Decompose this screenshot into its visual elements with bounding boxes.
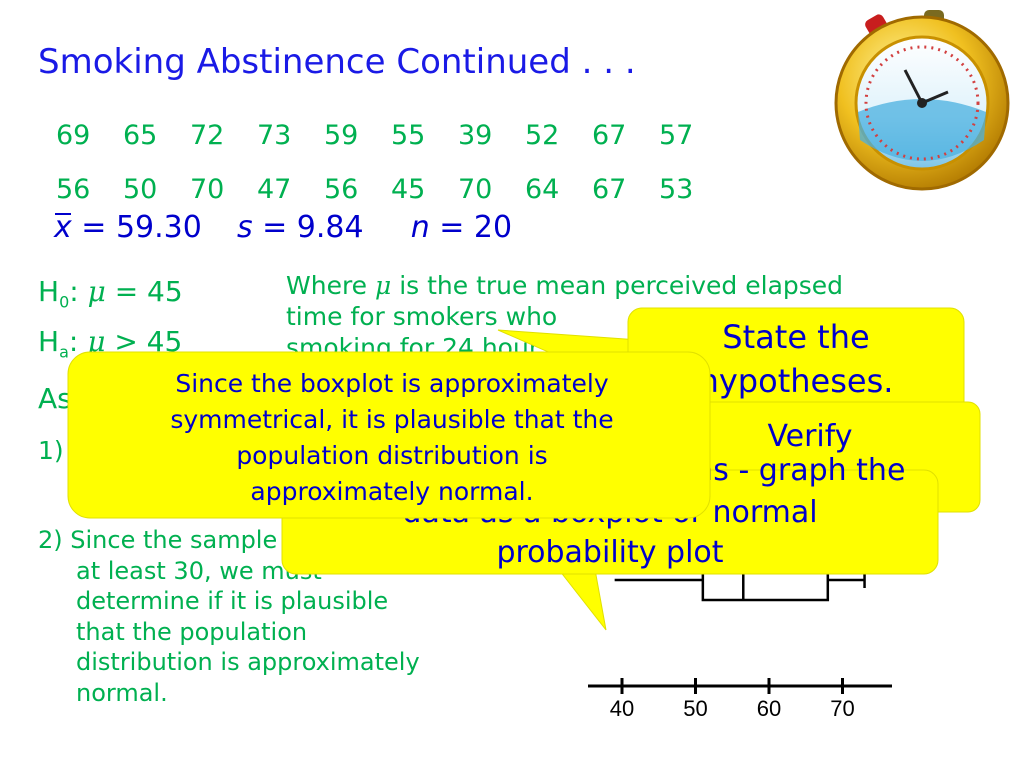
data-value: 59 [324, 120, 359, 151]
s-symbol: s [236, 210, 253, 245]
data-value: 65 [123, 120, 158, 151]
ha-letter: H [38, 325, 60, 358]
item2-line: determine if it is plausible [76, 587, 389, 615]
mu-symbol: μ [87, 275, 106, 308]
callout-conclusion: Since the boxplot is approximately symme… [67, 351, 711, 519]
assumption-item-1: 1) [38, 436, 64, 465]
h0-value: = 45 [105, 275, 183, 308]
h0-letter: H [38, 275, 60, 308]
data-value: 55 [391, 120, 426, 151]
state-line-2: hypotheses. [699, 362, 894, 400]
where-text-line2: time for smokers who [286, 302, 558, 331]
x-axis-tick-label: 60 [757, 696, 781, 721]
data-value: 56 [324, 174, 359, 205]
item2-line: distribution is approximately [76, 648, 420, 676]
data-value: 56 [56, 174, 91, 205]
where-text: Where [286, 271, 376, 300]
data-value: 67 [592, 174, 627, 205]
slide-title: Smoking Abstinence Continued . . . [38, 42, 636, 82]
data-row-2: 56 50 70 47 56 45 70 64 67 53 [56, 174, 726, 205]
verify-line-1: Verify [767, 419, 852, 454]
summary-statistics: x = 59.30 s = 9.84 n = 20 [54, 210, 512, 245]
data-value: 73 [257, 120, 292, 151]
where-text-rest: is the true mean perceived elapsed [391, 271, 844, 300]
ha-subscript: a [59, 342, 69, 362]
data-value: 69 [56, 120, 91, 151]
data-value: 70 [190, 174, 225, 205]
n-symbol: n [410, 210, 430, 245]
data-value: 39 [458, 120, 493, 151]
null-hypothesis: H0: μ = 45 [38, 275, 183, 312]
mu-symbol: μ [375, 271, 392, 300]
data-value: 67 [592, 120, 627, 151]
data-value: 50 [123, 174, 158, 205]
x-axis-tick-label: 40 [610, 696, 634, 721]
data-value: 64 [525, 174, 560, 205]
data-row-1: 69 65 72 73 59 55 39 52 67 57 [56, 120, 726, 151]
item2-line: at least 30, we must [76, 556, 322, 585]
conclusion-line-1: Since the boxplot is approximately [175, 369, 609, 398]
s-value: = 9.84 [252, 210, 364, 245]
item2-line: that the population [76, 617, 308, 646]
state-line-1: State the [722, 318, 869, 356]
data-value: 72 [190, 120, 225, 151]
h0-subscript: 0 [59, 292, 70, 312]
n-value: = 20 [429, 210, 513, 245]
data-value: 47 [257, 174, 292, 205]
xbar-value: = 59.30 [71, 210, 202, 245]
assumptions-heading: As [38, 382, 72, 415]
verify-line-4: probability plot [496, 535, 723, 570]
conclusion-line-4: approximately normal. [250, 477, 533, 506]
data-value: 57 [659, 120, 694, 151]
conclusion-line-2: symmetrical, it is plausible that the [170, 405, 613, 434]
item2-line: normal. [76, 678, 168, 707]
xbar-symbol: x [54, 210, 72, 245]
data-value: 52 [525, 120, 560, 151]
x-axis-tick-label: 50 [683, 696, 707, 721]
data-value: 45 [391, 174, 426, 205]
conclusion-line-3: population distribution is [236, 441, 547, 470]
mu-symbol: μ [87, 325, 106, 358]
data-value: 70 [458, 174, 493, 205]
data-value: 53 [659, 174, 694, 205]
x-axis-tick-label: 70 [830, 696, 854, 721]
